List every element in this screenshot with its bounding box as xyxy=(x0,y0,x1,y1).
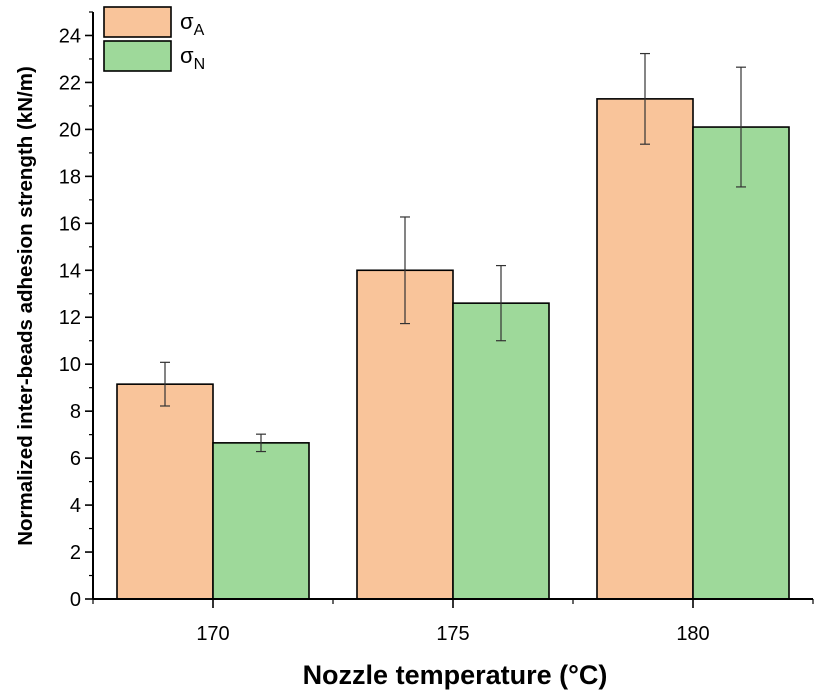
x-axis-title: Nozzle temperature (°C) xyxy=(303,660,608,690)
bar-A-175 xyxy=(356,269,454,600)
legend-label-N: σN xyxy=(180,43,205,73)
bar-A-170 xyxy=(116,383,214,600)
bar-N-170 xyxy=(212,442,310,600)
x-tick-label-175: 175 xyxy=(436,623,469,645)
y-tick-label-2: 2 xyxy=(70,542,81,564)
y-tick-label-6: 6 xyxy=(70,448,81,470)
y-tick-label-12: 12 xyxy=(59,307,81,329)
legend: σA σN xyxy=(103,6,205,73)
y-tick-label-22: 22 xyxy=(59,72,81,94)
bar-N-175 xyxy=(452,302,550,600)
bar-A-180 xyxy=(596,98,694,600)
y-axis-title: Normalized inter-beads adhesion strength… xyxy=(14,66,37,546)
y-tick-label-24: 24 xyxy=(59,25,81,47)
y-tick-label-18: 18 xyxy=(59,166,81,188)
bar-N-180 xyxy=(692,126,790,600)
legend-swatch-N xyxy=(103,40,172,72)
y-tick-label-8: 8 xyxy=(70,401,81,423)
y-tick-label-16: 16 xyxy=(59,213,81,235)
x-tick-label-180: 180 xyxy=(676,623,709,645)
legend-label-A: σA xyxy=(180,9,205,39)
y-tick-label-20: 20 xyxy=(59,119,81,141)
y-tick-label-10: 10 xyxy=(59,354,81,376)
bars-layer xyxy=(116,98,790,600)
error-bars-layer xyxy=(160,52,746,453)
x-tick-label-170: 170 xyxy=(196,623,229,645)
y-tick-label-14: 14 xyxy=(59,260,81,282)
y-tick-label-4: 4 xyxy=(70,495,81,517)
legend-swatch-A xyxy=(103,6,172,38)
y-tick-label-0: 0 xyxy=(70,589,81,611)
